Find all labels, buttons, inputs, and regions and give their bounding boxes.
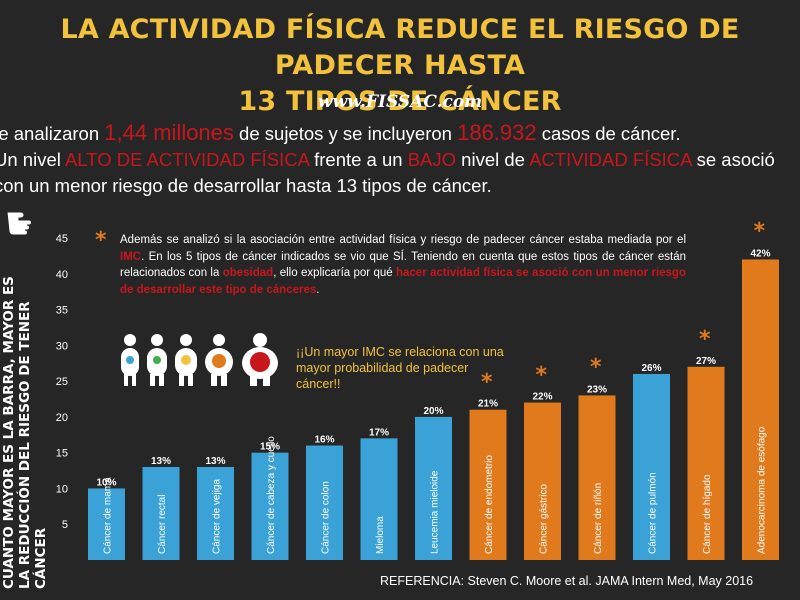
note-text: Además se analizó si la asociación entre… <box>120 234 686 246</box>
body-figures-illustration <box>121 333 278 386</box>
category-label: Cáncer de vejiga <box>212 479 223 554</box>
note-text: . <box>316 283 320 296</box>
category-label: Cáncer de colon <box>321 481 332 554</box>
value-label: 15% <box>260 442 280 453</box>
bar <box>633 373 670 560</box>
y-tick-label: 25 <box>56 376 68 388</box>
intro-text-part: Un nivel <box>0 149 65 170</box>
value-label: 17% <box>369 427 389 438</box>
intro-text-part: frente a un <box>308 149 408 170</box>
note-text: . En los 5 tipos de cáncer indicados se … <box>120 250 686 280</box>
value-label: 27% <box>696 356 716 367</box>
intro-text-part: Se analizaron <box>0 123 100 144</box>
note-highlight-obesity: obesidad <box>222 267 274 279</box>
imc-callout: ¡¡Un mayor IMC se relaciona con una mayo… <box>296 345 504 391</box>
title-line-2: 13 TIPOS DE CÁNCER <box>238 86 562 117</box>
y-tick-label: 15 <box>56 448 68 460</box>
bar <box>415 416 452 560</box>
bar <box>524 402 561 560</box>
bar <box>88 488 125 560</box>
y-tick-label: 30 <box>56 340 68 352</box>
title-line-1: LA ACTIVIDAD FÍSICA REDUCE EL RIESGO DE … <box>60 14 740 81</box>
category-labels: Cáncer de mama Cáncer rectal Cáncer de vej… <box>103 426 768 554</box>
category-label: Leucemia mieloide <box>430 470 441 554</box>
asterisk-icon: * <box>590 355 602 381</box>
intro-text-part: se asoció <box>691 149 775 170</box>
note-highlight-imc: IMC <box>120 250 142 263</box>
intro-text-part: casos de cáncer. <box>536 123 681 144</box>
category-label: Mieloma <box>375 516 386 554</box>
highlight-low: BAJO <box>407 149 457 170</box>
category-label: Cáncer rectal <box>157 495 168 554</box>
intro-text-part: de sujetos y se incluyeron <box>233 123 458 144</box>
category-label: Cáncer de pulmón <box>648 472 659 554</box>
highlight-cases: 186.932 <box>457 120 537 145</box>
y-tick-label: 35 <box>56 305 68 317</box>
bar <box>197 466 234 560</box>
value-label: 42% <box>750 248 770 259</box>
category-label: Adenocarcinoma de esófago <box>757 426 768 554</box>
page-title: LA ACTIVIDAD FÍSICA REDUCE EL RIESGO DE … <box>0 12 800 120</box>
category-label: Cáncer de riñón <box>593 483 604 554</box>
y-tick-label: 45 <box>56 233 68 245</box>
intro-text-part: nivel de <box>456 149 530 170</box>
asterisk-icon: * <box>699 326 711 352</box>
value-label: 26% <box>641 363 661 374</box>
value-label: 13% <box>151 456 171 467</box>
imc-note: Además se analizó si la asociación entre… <box>120 232 686 298</box>
intro-line-3: con un menor riesgo de desarrollar hasta… <box>0 175 492 196</box>
highlight-high-activity: ALTO DE ACTIVIDAD FÍSICA <box>64 149 309 170</box>
intro-line-2: Un nivel ALTO DE ACTIVIDAD FÍSICA frente… <box>0 147 800 173</box>
bar <box>687 366 725 560</box>
value-label: 21% <box>478 399 498 410</box>
bar <box>360 438 398 560</box>
category-label: Cáncer de hígado <box>702 474 713 554</box>
y-tick-label: 20 <box>56 412 68 424</box>
asterisk-icon: * <box>753 219 766 245</box>
bar <box>578 395 616 560</box>
y-tick-label: 40 <box>56 269 68 281</box>
value-label: 20% <box>423 406 443 417</box>
y-axis-ticks: 5 10 15 20 25 30 35 40 45 <box>56 233 68 531</box>
intro-line-1: Se analizaron 1,44 millones de sujetos y… <box>0 120 800 147</box>
y-tick-label: 10 <box>56 483 68 495</box>
asterisk-icon: * <box>481 369 493 395</box>
bar <box>306 445 343 560</box>
category-label: Cáncer de mama <box>103 477 114 554</box>
value-labels: 10% 13% 13% 15% 16% 17% 20% 21% 22% 23% 26% 27% 42% <box>96 248 770 488</box>
asterisk-icon: * <box>95 228 107 253</box>
asterisk-icon: * <box>535 362 548 388</box>
reference: REFERENCIA: Steven C. Moore et al. JAMA … <box>380 574 754 588</box>
website-link[interactable]: www.FISSAC.com <box>317 92 483 112</box>
y-tick-label: 5 <box>62 519 68 531</box>
note-text: , ello explicaría por qué <box>273 267 396 279</box>
highlight-subjects: 1,44 millones <box>104 120 234 145</box>
bars <box>88 259 779 560</box>
value-label: 13% <box>205 456 225 467</box>
category-label: Cáncer de cabeza y cuello <box>266 436 277 554</box>
bar <box>469 409 507 560</box>
bar <box>742 259 779 560</box>
value-label: 22% <box>532 392 552 403</box>
highlight-activity: ACTIVIDAD FÍSICA <box>529 149 692 170</box>
intro-text: Se analizaron 1,44 millones de sujetos y… <box>0 120 800 199</box>
category-label: Cáncer gástrico <box>539 484 550 554</box>
bar <box>251 452 289 560</box>
value-label: 10% <box>96 477 116 488</box>
value-label: 23% <box>587 384 607 395</box>
bar <box>142 466 180 560</box>
category-label: Cáncer de endometrio <box>484 455 495 554</box>
value-label: 16% <box>314 435 334 446</box>
pointing-hand-icon <box>6 211 32 236</box>
note-highlight-conclusion: hacer actividad física se asoció con un … <box>120 267 686 296</box>
